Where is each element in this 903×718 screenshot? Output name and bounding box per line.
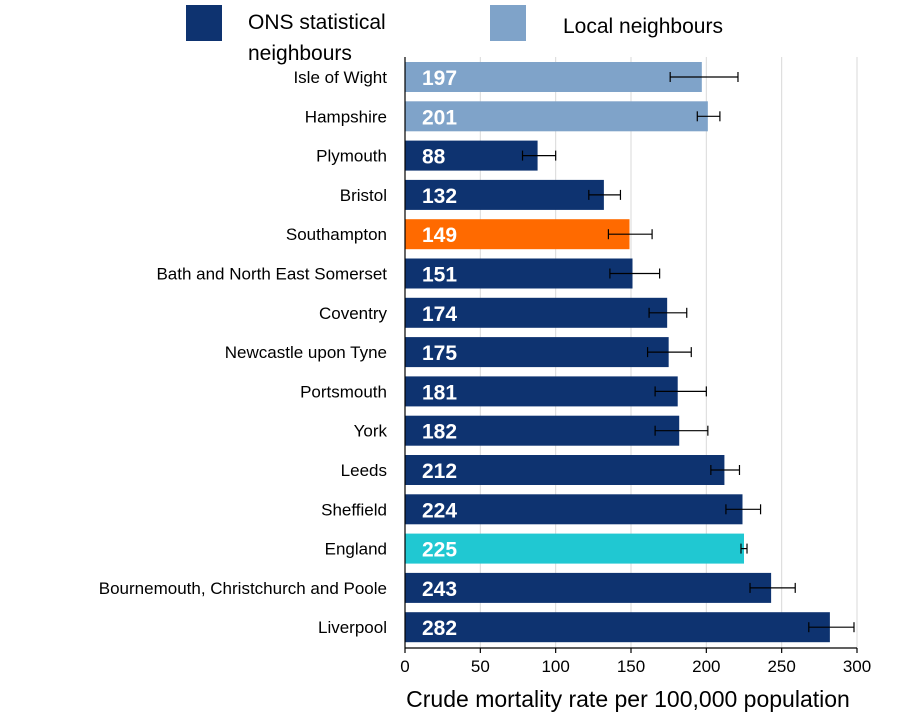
error-bar-1	[696, 111, 721, 122]
error-bar-3	[588, 189, 622, 200]
value-label-10: 212	[422, 460, 457, 483]
error-bar-11	[725, 504, 762, 515]
value-label-14: 282	[422, 617, 457, 640]
bar-11	[405, 494, 743, 525]
value-label-2: 88	[422, 146, 446, 169]
value-label-8: 181	[422, 381, 457, 404]
error-bar-4	[607, 229, 653, 240]
category-labels: Isle of Wight Hampshire Plymouth Bristol Sou…	[99, 68, 388, 637]
error-bar-14	[808, 622, 855, 633]
error-bar-6	[648, 307, 688, 318]
value-label-9: 182	[422, 421, 457, 444]
x-tick-label-150: 150	[617, 657, 645, 676]
value-label-3: 132	[422, 185, 457, 208]
bar-0	[405, 62, 702, 92]
category-label-8: Portsmouth	[300, 382, 387, 401]
bar-5	[405, 258, 633, 289]
category-label-7: Newcastle upon Tyne	[225, 343, 387, 362]
error-bar-12	[740, 543, 748, 554]
bar-8	[405, 376, 678, 407]
x-axis-title: Crude mortality rate per 100,000 populat…	[406, 686, 850, 712]
error-bar-5	[609, 268, 661, 279]
legend-item-1: Local neighbours	[490, 5, 723, 41]
bar-9	[405, 415, 680, 446]
category-label-4: Southampton	[286, 225, 387, 244]
error-bar-9	[654, 425, 709, 436]
x-tick-label-0: 0	[400, 657, 409, 676]
x-tick-label-50: 50	[471, 657, 490, 676]
error-bar-7	[646, 347, 692, 358]
bar-12	[405, 533, 744, 564]
bar-7	[405, 337, 669, 368]
legend-label-0: ONS statistical neighbours	[248, 11, 386, 65]
value-label-0: 197	[422, 67, 457, 90]
x-tick-label-200: 200	[692, 657, 720, 676]
legend-item-0: ONS statistical neighbours	[186, 5, 386, 65]
legend: ONS statistical neighbours Local neighbour…	[186, 5, 723, 65]
value-label-4: 149	[422, 224, 457, 247]
category-label-11: Sheffield	[321, 500, 387, 519]
bar-10	[405, 455, 725, 485]
error-bar-13	[749, 582, 796, 593]
legend-swatch-1	[490, 5, 526, 41]
bar-6	[405, 297, 668, 328]
category-label-6: Coventry	[319, 304, 388, 323]
error-bar-10	[710, 465, 741, 475]
bar-14	[405, 612, 830, 643]
x-tick-label-250: 250	[767, 657, 795, 676]
value-labels: 197 201 88 132 149 151 174 175 181 182 212 224 225 24…	[422, 67, 457, 640]
bar-1	[405, 101, 708, 132]
value-label-5: 151	[422, 264, 457, 287]
value-label-11: 224	[422, 499, 457, 522]
error-bar-2	[521, 150, 557, 161]
category-label-3: Bristol	[340, 186, 387, 205]
value-label-13: 243	[422, 578, 457, 601]
category-label-5: Bath and North East Somerset	[156, 265, 387, 284]
category-label-13: Bournemouth, Christchurch and Poole	[99, 579, 387, 598]
x-tick-label-300: 300	[843, 657, 871, 676]
value-label-6: 174	[422, 303, 457, 326]
value-label-7: 175	[422, 342, 457, 365]
category-label-12: England	[325, 540, 387, 559]
error-bar-8	[654, 386, 707, 397]
error-bars	[521, 72, 855, 633]
value-label-1: 201	[422, 106, 457, 129]
category-label-1: Hampshire	[305, 107, 387, 126]
legend-swatch-0	[186, 5, 222, 41]
category-label-10: Leeds	[341, 461, 387, 480]
category-label-2: Plymouth	[316, 147, 387, 166]
x-tick-label-100: 100	[541, 657, 569, 676]
x-axis: 0 50 100 150 200 250 300 Crude mortality rate p…	[400, 57, 871, 712]
category-label-9: York	[354, 422, 388, 441]
bar-3	[405, 179, 604, 210]
bar-13	[405, 572, 772, 603]
legend-label-1: Local neighbours	[563, 15, 723, 38]
category-label-14: Liverpool	[318, 618, 387, 637]
value-label-12: 225	[422, 539, 457, 562]
bar-4	[405, 219, 630, 250]
category-label-0: Isle of Wight	[293, 68, 387, 87]
error-bar-0	[669, 72, 739, 82]
bar-2	[405, 140, 538, 171]
bars	[405, 62, 830, 643]
